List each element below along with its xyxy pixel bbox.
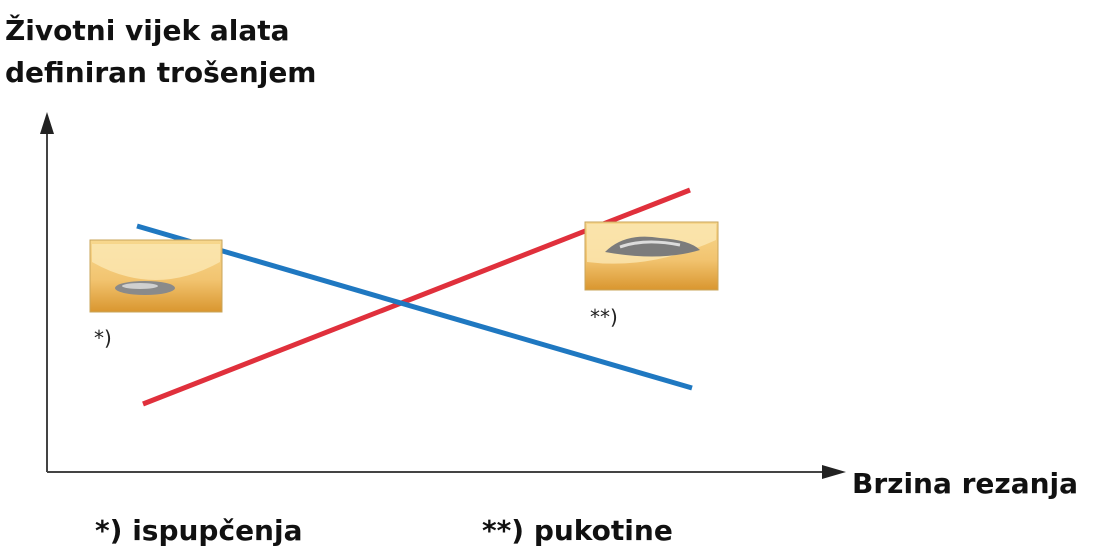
y-axis-label: Životni vijek alata: [5, 13, 290, 47]
inset-left: [89, 239, 223, 313]
x-axis-label: Brzina rezanja: [852, 467, 1078, 500]
y-axis-arrow: [40, 112, 54, 134]
legend-item: *) ispupčenja: [95, 514, 302, 547]
inset-right: [584, 221, 719, 291]
blue-line: [136, 223, 693, 391]
inset-mark: **): [590, 305, 618, 329]
x-axis-arrow: [822, 465, 846, 479]
inset-mark: *): [94, 326, 112, 350]
legend-item: **) pukotine: [482, 514, 673, 547]
y-axis-label: definiran trošenjem: [5, 56, 317, 89]
